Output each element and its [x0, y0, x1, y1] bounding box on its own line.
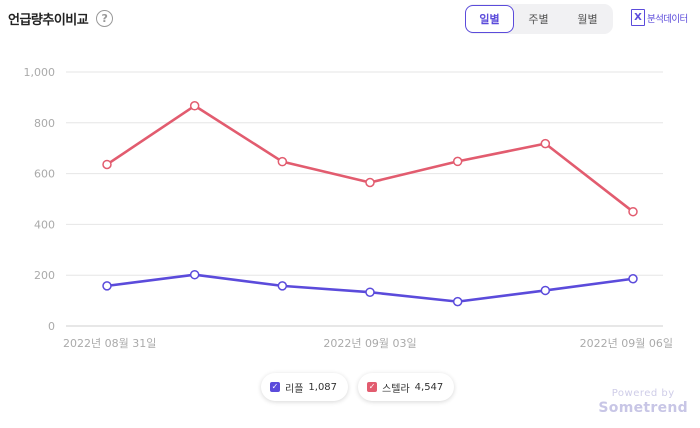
brand-logo: Sometrend [598, 400, 688, 416]
x-tick-label: 2022년 09월 06일 [580, 336, 673, 350]
powered-by-badge: Powered by Sometrend [598, 388, 688, 416]
export-label: 분석데이터 [647, 13, 688, 25]
data-point [452, 296, 463, 307]
tab-daily[interactable]: 일별 [465, 5, 514, 33]
legend-series-name: 스텔라 [382, 383, 410, 395]
y-tick-label: 0 [48, 320, 55, 333]
tab-weekly[interactable]: 주별 [528, 13, 549, 26]
powered-by-text: Powered by [611, 388, 675, 399]
y-tick-label: 400 [34, 218, 55, 231]
data-point [189, 101, 200, 111]
chart-header: 언급량추이비교 ? [8, 9, 114, 28]
data-point [452, 156, 463, 167]
period-toggle: 일별 주별 월별 [465, 4, 613, 34]
data-point [365, 287, 375, 297]
y-tick-label: 200 [34, 269, 55, 282]
legend-item-series-1[interactable]: ✓ 리플 1,087 [261, 373, 349, 401]
legend-series-total: 1,087 [308, 381, 338, 393]
tab-monthly[interactable]: 월별 [577, 13, 598, 26]
data-point [540, 285, 551, 296]
data-point [189, 269, 200, 280]
x-tick-label: 2022년 09월 03일 [323, 336, 416, 350]
data-point [365, 177, 375, 188]
legend-series-name: 리플 [285, 383, 304, 395]
series-line-2 [105, 104, 635, 213]
chart-legend: ✓ 리플 1,087 ✓ 스텔라 4,547 [261, 373, 455, 401]
data-point [277, 156, 288, 167]
data-point [628, 274, 638, 284]
checkbox-checked-icon: ✓ [367, 382, 378, 392]
data-point [102, 159, 112, 170]
chart-title: 언급량추이비교 [8, 13, 89, 28]
y-tick-label: 600 [34, 168, 55, 181]
data-point [102, 281, 112, 291]
legend-series-total: 4,547 [414, 381, 444, 393]
data-point [277, 281, 288, 291]
y-tick-label: 1,000 [24, 66, 56, 79]
question-circle-icon[interactable]: ? [96, 10, 114, 27]
checkbox-checked-icon: ✓ [270, 382, 280, 392]
legend-item-series-2[interactable]: ✓ 스텔라 4,547 [358, 373, 455, 401]
export-analysis-data-button[interactable]: X 분석데이터 [631, 9, 688, 26]
line-chart: 1,000 800 600 400 200 0 2022년 08월 31일 2022년 09월… [24, 66, 674, 350]
excel-file-icon: X [631, 9, 645, 26]
x-tick-label: 2022년 08월 31일 [63, 336, 156, 350]
y-tick-label: 800 [34, 117, 55, 130]
data-point [628, 206, 638, 217]
data-point [540, 138, 551, 149]
